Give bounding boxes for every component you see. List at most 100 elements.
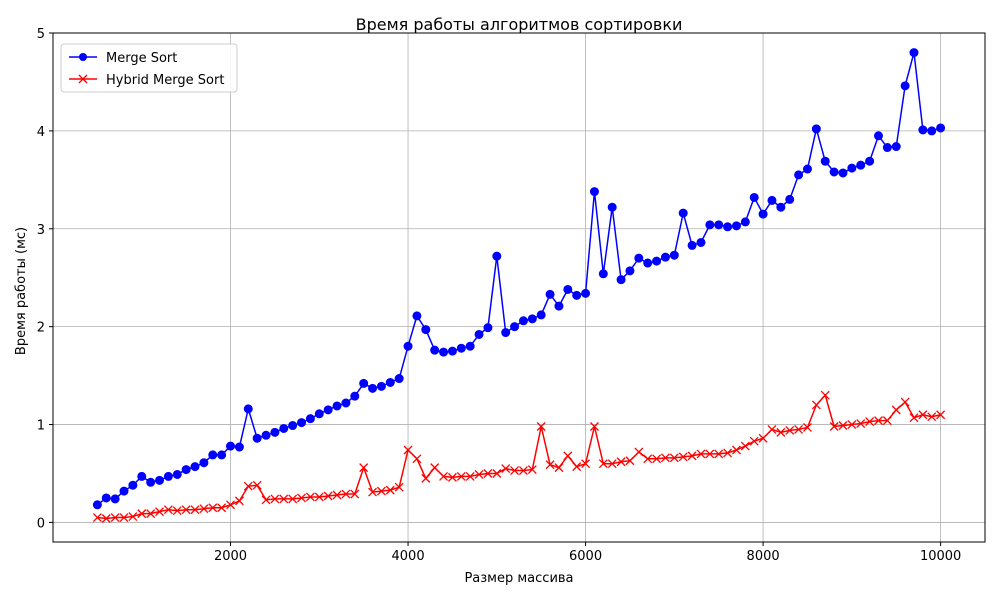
series-1-point — [847, 163, 857, 173]
series-2-point — [465, 471, 475, 481]
series-1-point — [687, 240, 697, 250]
series-1-point — [714, 220, 724, 230]
y-tick-label: 0 — [37, 516, 45, 531]
series-2-point — [811, 400, 821, 410]
series-1-point — [501, 328, 511, 338]
series-1-point — [545, 289, 555, 299]
series-1-point — [838, 168, 848, 178]
series-1 — [92, 48, 946, 510]
series-2-point — [376, 486, 386, 496]
series-2-point — [385, 485, 395, 495]
series-1-point — [465, 341, 475, 351]
series-2-point — [163, 505, 173, 515]
series-2-point — [581, 459, 591, 469]
series-1-point — [332, 401, 342, 411]
series-1-point — [474, 329, 484, 339]
series-1-point — [172, 469, 182, 479]
series-2-point — [101, 514, 111, 523]
series-1-point — [119, 486, 129, 496]
series-2-point — [439, 471, 449, 481]
series-2-point — [252, 480, 262, 490]
series-1-point — [616, 275, 626, 285]
series-2-point — [634, 447, 644, 457]
series-2-point — [92, 513, 102, 522]
y-tick-label: 2 — [37, 321, 45, 336]
series-2-point — [607, 459, 617, 469]
series-2-point — [767, 424, 777, 434]
series-1-point — [323, 405, 333, 415]
series-1-point — [776, 202, 786, 212]
legend-item-2: Hybrid Merge Sort — [69, 73, 224, 88]
series-1-point — [208, 450, 218, 460]
series-2-point — [501, 464, 511, 474]
series-2-point — [856, 419, 866, 429]
series-1-point — [314, 409, 324, 419]
series-2-point — [820, 390, 830, 400]
series-2-point — [616, 457, 626, 467]
series-2-point — [909, 413, 919, 423]
series-1-point — [749, 192, 759, 202]
series-1-point — [217, 450, 227, 460]
y-tick-label: 4 — [37, 125, 45, 140]
series-1-point — [510, 322, 520, 332]
chart-title: Время работы алгоритмов сортировки — [356, 15, 683, 34]
legend-marker — [78, 74, 88, 84]
series-2-point — [172, 506, 182, 516]
series-1-point — [723, 222, 733, 232]
series-1-point — [270, 427, 280, 437]
series-1-point — [856, 160, 866, 170]
series-1-point — [447, 346, 457, 356]
y-axis-label: Время работы (мс) — [14, 227, 29, 355]
series-1-point — [927, 126, 937, 136]
series-2-point — [874, 416, 883, 426]
series-1-point — [199, 458, 209, 468]
series-1-point — [92, 500, 102, 510]
series-2-point — [270, 494, 280, 504]
series-1-point — [891, 142, 901, 152]
series-2-point — [430, 463, 440, 473]
series-1-point — [181, 465, 191, 475]
series-2-point — [181, 505, 191, 515]
series-2-point — [732, 445, 741, 455]
series-2-point — [536, 422, 546, 431]
series-1-point — [882, 143, 892, 153]
series-2-point — [740, 441, 750, 451]
series-2-point — [518, 466, 528, 476]
series-1-point — [740, 217, 750, 227]
series-1-point — [829, 167, 839, 177]
series-1-point — [226, 441, 236, 451]
series-2-point — [749, 436, 759, 446]
series-1-point — [767, 195, 777, 205]
series-2-point — [456, 471, 466, 481]
series-1-point — [155, 475, 165, 485]
series-2-point — [705, 449, 715, 459]
series-1-point — [492, 251, 502, 261]
x-tick-label: 6000 — [569, 549, 602, 564]
series-2-point — [350, 489, 360, 499]
legend-box — [60, 43, 238, 93]
series-2-point — [155, 507, 164, 517]
series-2-point — [474, 470, 484, 479]
series-1-point — [563, 284, 573, 294]
series-1-point — [909, 48, 919, 58]
series-2-point — [794, 424, 804, 434]
series-1-point — [554, 301, 564, 311]
series-2-point — [900, 397, 910, 407]
series-1-point — [696, 237, 706, 247]
series-2-point — [297, 493, 306, 503]
series-1-point — [128, 480, 138, 490]
series-1-point — [794, 170, 804, 180]
series-2-point — [243, 481, 253, 491]
series-1-point — [137, 471, 147, 481]
series-1-point — [607, 202, 617, 212]
y-tick-label: 5 — [37, 27, 45, 42]
legend-item-1: Merge Sort — [69, 51, 177, 66]
series-1-point — [305, 414, 315, 424]
series-1-point — [101, 493, 111, 503]
series-2-point — [660, 453, 670, 463]
series-2-point — [137, 509, 147, 519]
series-2-point — [527, 465, 537, 475]
series-1-point — [802, 164, 812, 174]
series-1-point — [536, 310, 546, 320]
series-1-point — [660, 252, 670, 262]
